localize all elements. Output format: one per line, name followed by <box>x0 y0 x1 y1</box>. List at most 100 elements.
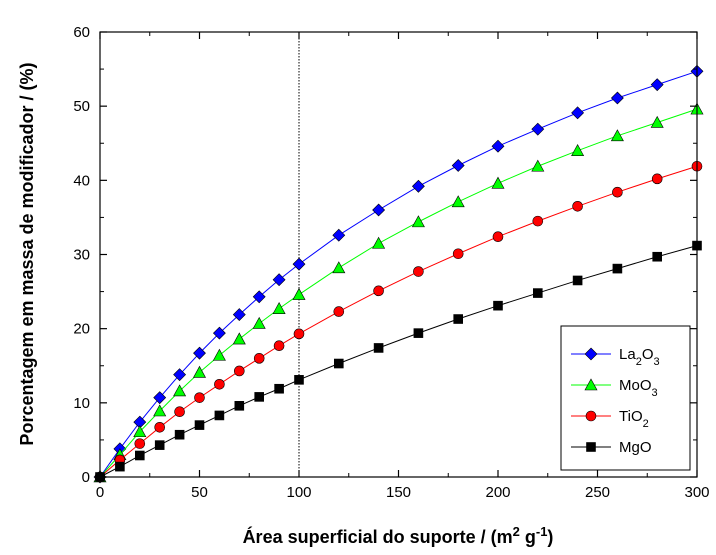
data-point <box>610 129 624 142</box>
data-point <box>272 273 286 287</box>
data-point <box>332 261 346 274</box>
legend-item: MgO <box>571 439 652 456</box>
y-tick-label: 30 <box>73 247 90 264</box>
data-point <box>234 365 245 377</box>
legend-item: MoO3 <box>571 377 658 399</box>
data-point <box>373 343 384 353</box>
data-point <box>212 348 226 361</box>
x-axis-title: Área superficial do suporte / (m2 g-1) <box>243 524 554 548</box>
data-point <box>372 203 386 217</box>
series-square <box>95 240 702 482</box>
data-point <box>650 115 664 128</box>
data-point <box>531 159 545 172</box>
data-point <box>292 287 306 300</box>
data-point <box>532 288 543 298</box>
data-point <box>411 215 425 228</box>
data-point <box>135 450 145 461</box>
data-point <box>154 440 165 450</box>
data-point <box>273 340 285 352</box>
data-point <box>492 231 504 242</box>
data-point <box>214 410 225 421</box>
data-point <box>451 159 465 172</box>
legend-marker <box>584 347 598 361</box>
data-point <box>193 346 206 360</box>
data-point <box>571 106 585 120</box>
data-point <box>115 461 125 472</box>
legend-marker <box>586 442 596 452</box>
x-tick-label: 300 <box>684 484 709 501</box>
data-point <box>531 122 545 136</box>
data-point <box>612 263 623 274</box>
data-point <box>333 358 344 369</box>
data-point <box>332 228 346 242</box>
y-tick-label: 10 <box>73 395 90 412</box>
data-point <box>234 400 245 411</box>
y-tick-label: 0 <box>82 469 90 486</box>
data-point <box>292 257 306 271</box>
data-point <box>372 236 386 249</box>
data-point <box>133 425 147 438</box>
y-tick-label: 20 <box>73 321 90 338</box>
legend-item: TiO2 <box>571 408 649 430</box>
data-point <box>491 176 505 189</box>
data-point <box>333 306 345 317</box>
x-tick-label: 0 <box>96 484 104 501</box>
x-tick-label: 250 <box>585 484 610 501</box>
data-point <box>134 438 146 449</box>
data-point <box>532 215 544 227</box>
data-point <box>294 375 304 385</box>
data-point <box>373 285 384 297</box>
legend-box <box>560 325 691 471</box>
data-point <box>413 266 424 277</box>
data-point <box>252 316 266 329</box>
data-point <box>451 195 465 208</box>
data-point <box>174 429 185 440</box>
data-point <box>610 91 624 105</box>
legend-marker <box>584 378 598 391</box>
data-point <box>253 353 265 364</box>
data-point <box>652 251 663 262</box>
data-point <box>572 275 583 286</box>
series-diamond <box>93 64 704 484</box>
data-point <box>153 404 167 417</box>
data-point <box>612 186 623 198</box>
legend: La2O3 MoO3 TiO2 MgO <box>560 325 691 471</box>
data-point <box>571 144 585 156</box>
legend-label: TiO2 <box>619 408 649 430</box>
data-point <box>274 383 284 394</box>
data-point <box>453 314 464 324</box>
legend-label: La2O3 <box>619 346 660 368</box>
x-tick-label: 100 <box>286 484 311 501</box>
data-point <box>174 406 185 418</box>
y-tick-label: 50 <box>73 98 90 115</box>
y-axis-title: Porcentagem em massa de modificador / (%… <box>17 62 37 445</box>
data-point <box>212 326 226 340</box>
data-point <box>252 290 266 304</box>
x-tick-label: 200 <box>485 484 510 501</box>
data-point <box>173 368 187 382</box>
data-point <box>173 384 187 397</box>
data-point <box>272 302 286 314</box>
data-point <box>452 248 464 260</box>
data-point <box>651 173 663 185</box>
data-point <box>194 392 205 403</box>
series-circle <box>94 160 703 483</box>
legend-label: MgO <box>619 439 652 456</box>
data-point <box>232 332 246 345</box>
y-tick-label: 40 <box>73 172 90 189</box>
data-point <box>411 179 425 193</box>
series-layer <box>93 64 704 484</box>
data-point <box>194 420 205 430</box>
data-point <box>650 78 664 92</box>
x-tick-label: 50 <box>191 484 208 501</box>
data-point <box>572 200 583 212</box>
data-point <box>493 300 503 311</box>
data-point <box>153 391 167 405</box>
legend-label: MoO3 <box>619 377 658 399</box>
y-tick-label: 60 <box>73 24 90 41</box>
x-tick-label: 150 <box>386 484 411 501</box>
data-point <box>491 139 505 153</box>
axes-layer: 0 50 100 150 200 250 300 0 10 20 30 40 50 60 <box>73 24 709 501</box>
legend-marker <box>585 410 597 422</box>
